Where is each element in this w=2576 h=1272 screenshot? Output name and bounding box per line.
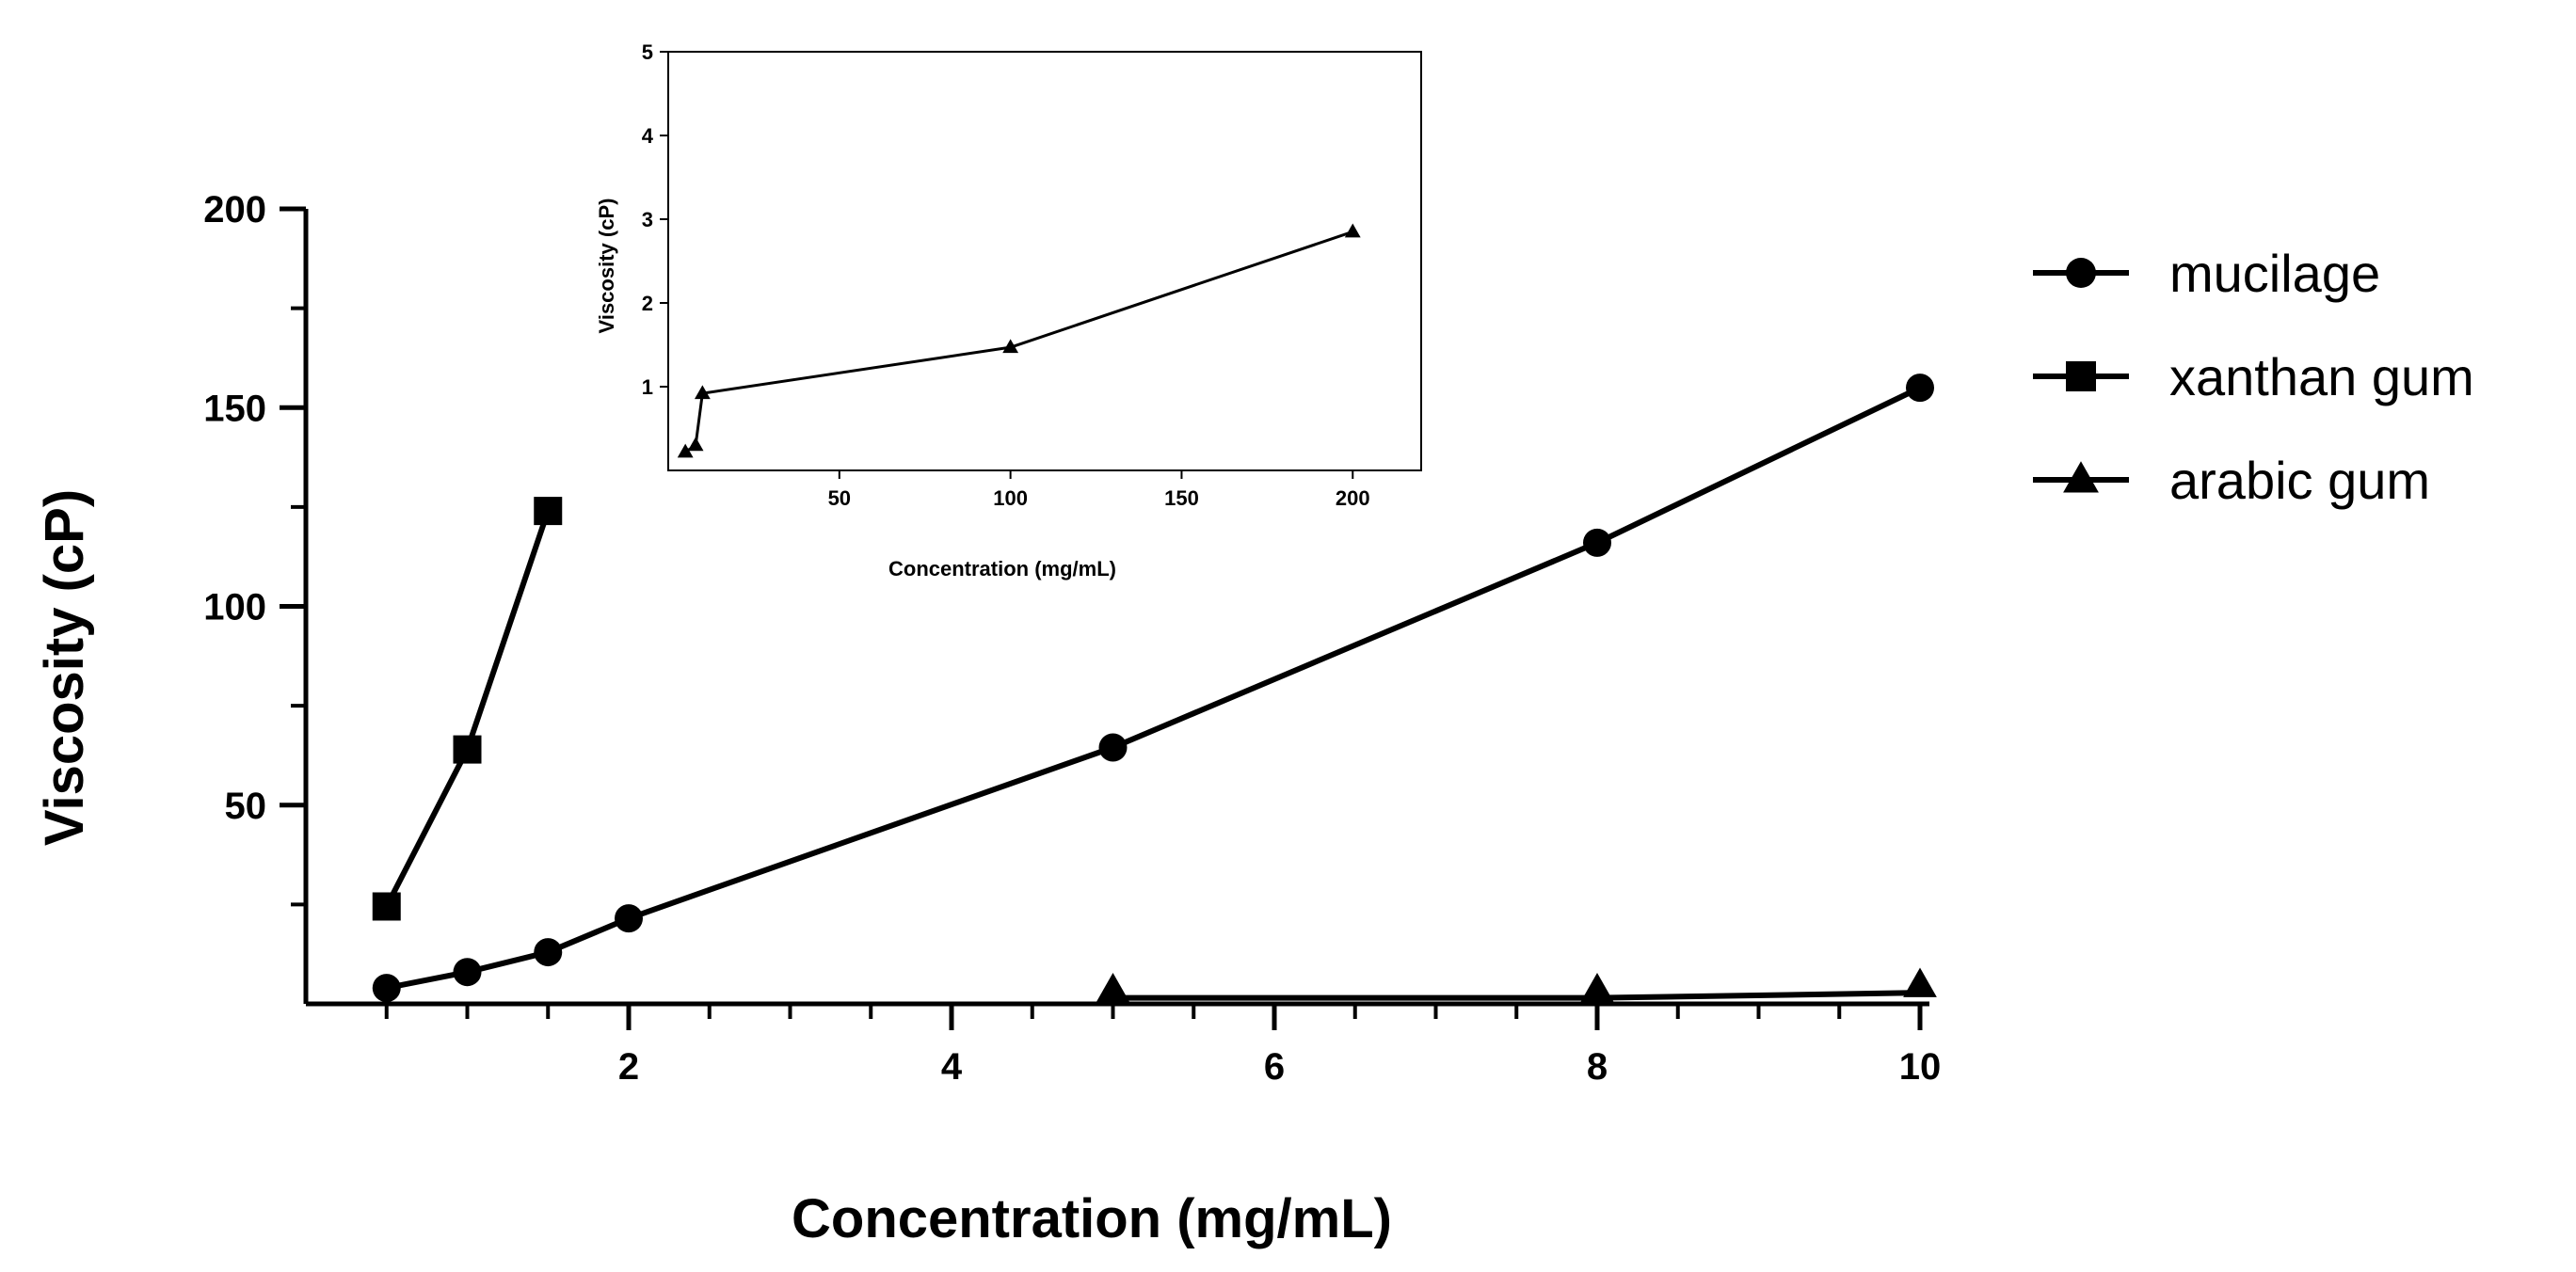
x-tick-label: 6: [1264, 1046, 1285, 1088]
x-tick-label: 10: [1899, 1046, 1942, 1088]
x-tick-label: 2: [618, 1046, 639, 1088]
series-line: [386, 385, 1922, 992]
legend-marker: [2066, 361, 2096, 391]
inset-y-tick-label: 4: [642, 124, 654, 148]
y-tick-label: 150: [203, 388, 266, 429]
y-tick-label: 50: [225, 786, 267, 827]
legend-label: xanthan gum: [2169, 347, 2474, 406]
inset-x-tick-label: 50: [828, 486, 851, 510]
data-point: [534, 938, 563, 967]
inset-series-arabic-gum: [677, 223, 1361, 458]
inset-data-point: [677, 443, 694, 458]
inset-series-line: [684, 230, 1353, 453]
legend-entry-arabic-gum: arabic gum: [2033, 451, 2430, 510]
x-tick-label: 8: [1587, 1046, 1608, 1088]
series-line: [1112, 990, 1921, 1001]
data-point: [453, 735, 482, 764]
legend-entry-mucilage: mucilage: [2033, 244, 2380, 303]
data-point: [615, 904, 643, 933]
legend-label: mucilage: [2169, 244, 2380, 303]
data-point: [1096, 972, 1130, 1003]
legend-marker: [2066, 258, 2096, 288]
data-point: [534, 497, 563, 526]
inset-data-point: [694, 385, 711, 400]
data-point: [372, 974, 401, 1003]
x-tick-label: 4: [941, 1046, 963, 1088]
data-point: [453, 958, 482, 987]
inset-data-point: [1002, 339, 1019, 354]
series-arabic-gum: [1096, 967, 1937, 1003]
legend-entry-xanthan-gum: xanthan gum: [2033, 347, 2474, 406]
series-line: [384, 510, 552, 908]
inset-y-tick-label: 1: [642, 375, 653, 399]
inset-y-axis-title: Viscosity (cP): [595, 199, 618, 334]
inset-chart: 50 100 150 200 1 2 3 4 5 Concentration (mg/mL) Vis…: [595, 40, 1422, 580]
y-tick-label: 100: [203, 587, 266, 628]
x-axis-title: Concentration (mg/mL): [792, 1188, 1392, 1249]
legend-label: arabic gum: [2169, 451, 2430, 510]
inset-y-tick-label: 3: [642, 208, 653, 231]
data-point: [1906, 374, 1934, 403]
inset-x-tick-label: 200: [1336, 486, 1370, 510]
y-tick-label: 200: [203, 189, 266, 231]
data-point: [372, 892, 401, 921]
legend: mucilage xanthan gum arabic gum: [2033, 244, 2474, 510]
inset-x-axis-title: Concentration (mg/mL): [888, 557, 1116, 580]
inset-data-point: [1344, 223, 1361, 238]
inset-frame: [667, 51, 1422, 471]
inset-x-tick-label: 150: [1164, 486, 1199, 510]
data-point: [1580, 972, 1614, 1003]
y-axis-title: Viscosity (cP): [34, 489, 95, 846]
series-xanthan-gum: [372, 497, 563, 921]
inset-y-tick-label: 2: [642, 292, 653, 315]
inset-data-point: [687, 437, 704, 452]
inset-x-tick-label: 100: [993, 486, 1028, 510]
legend-marker: [2063, 461, 2099, 493]
series-mucilage: [372, 374, 1934, 1003]
data-point: [1583, 528, 1611, 557]
inset-y-tick-label: 5: [642, 40, 653, 64]
data-point: [1903, 967, 1937, 997]
data-point: [1098, 733, 1128, 762]
